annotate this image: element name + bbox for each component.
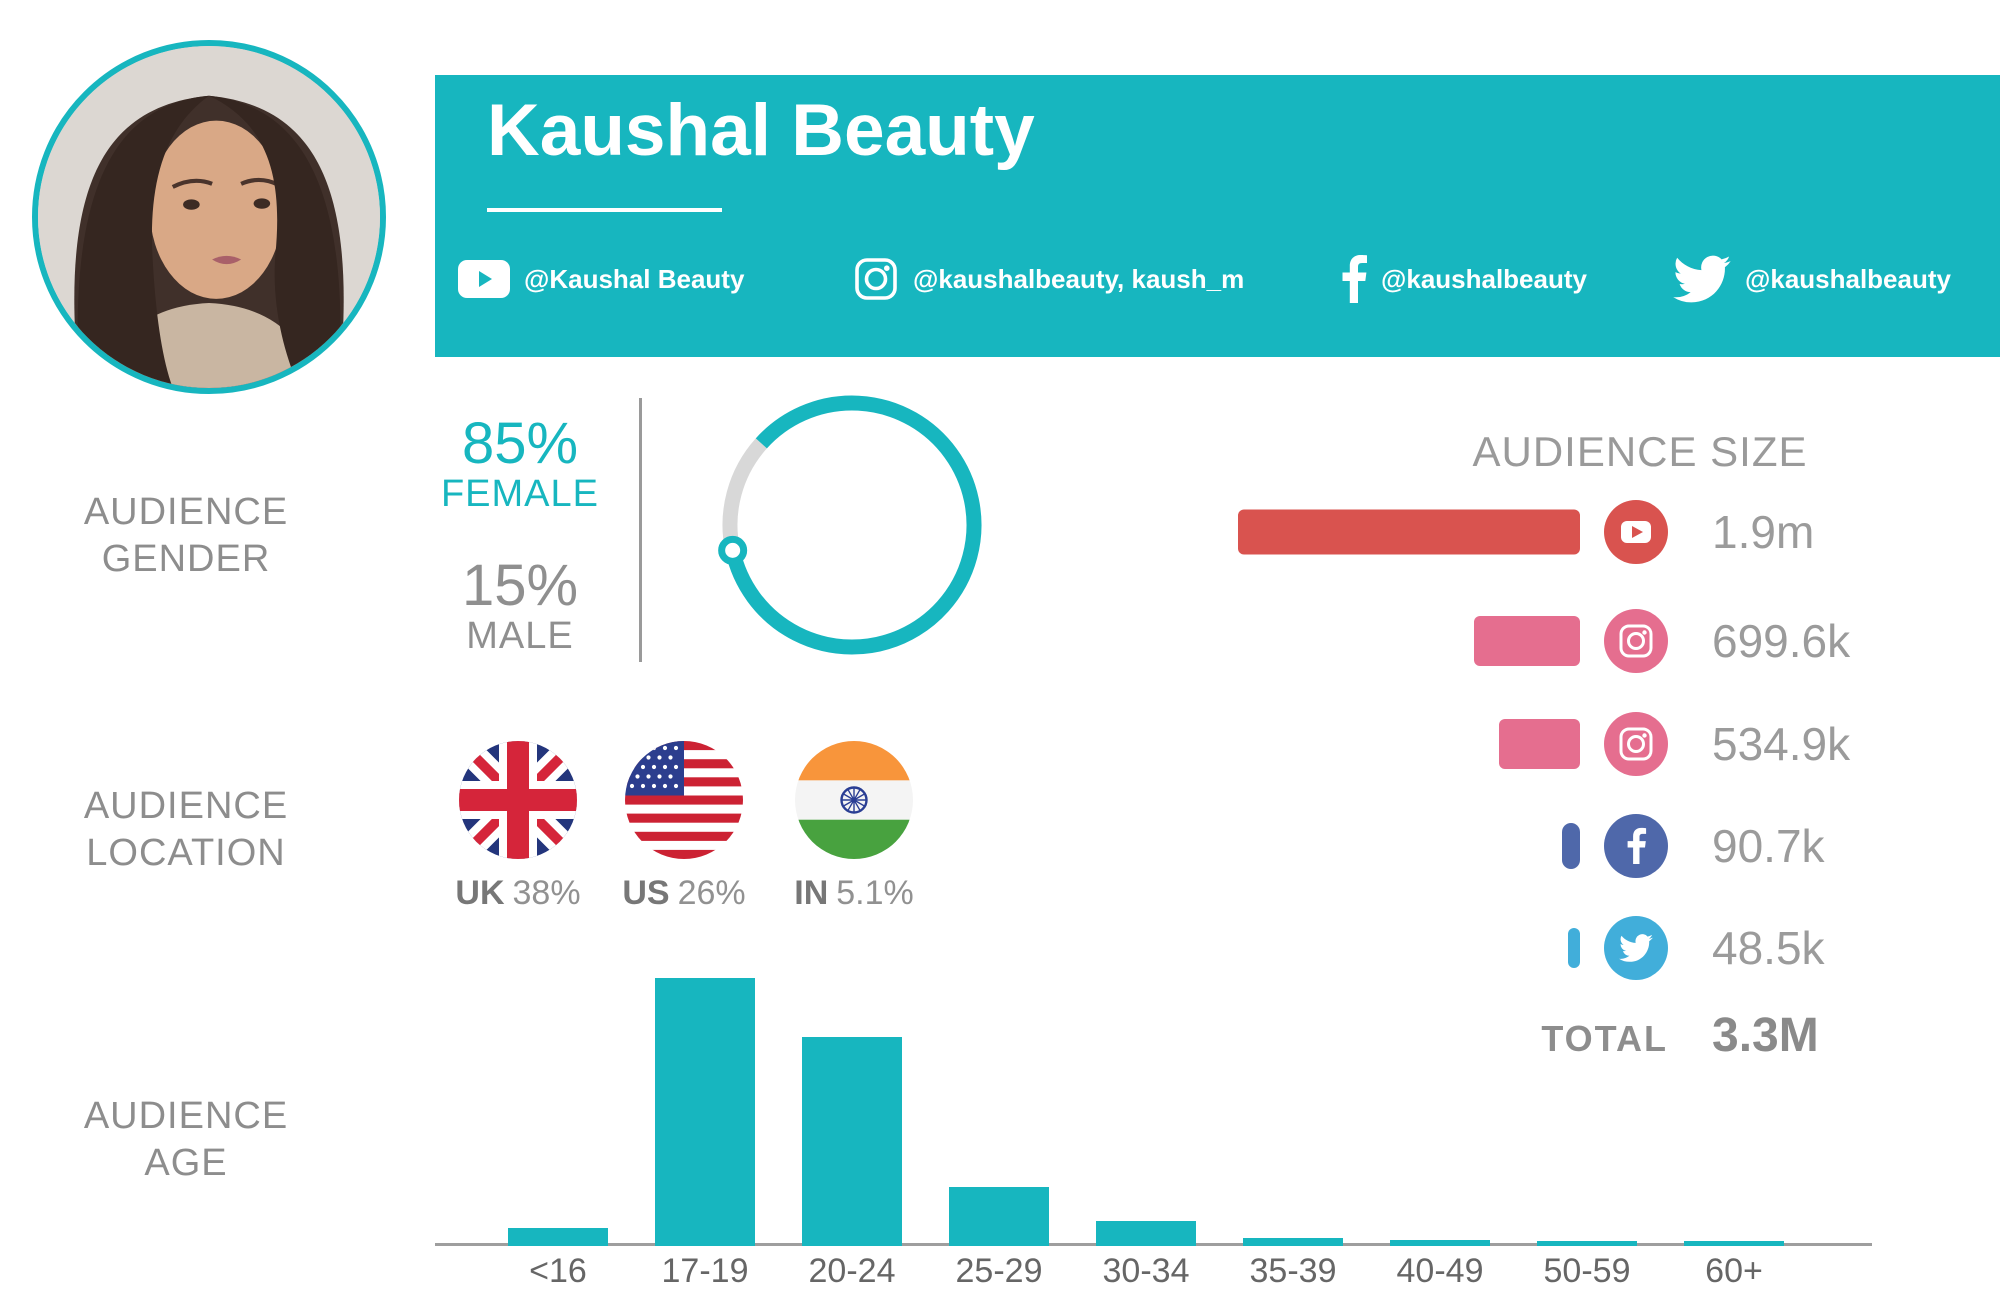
age-category-label: 25-29 [955,1252,1043,1290]
age-category-label: 40-49 [1396,1252,1484,1290]
instagram-bar-2 [1499,719,1580,769]
facebook-count: 90.7k [1712,820,1825,872]
location-uk-label: UK 38% [455,874,581,912]
twitter-handle: @kaushalbeauty [1745,263,1951,294]
youtube-icon [458,260,510,298]
facebook-bar [1562,823,1580,869]
location-in-label: IN 5.1% [794,874,914,912]
section-label-audience-gender: AUDIENCE GENDER [83,491,289,580]
instagram-circle-icon-2 [1604,712,1668,776]
age-category-label: 17-19 [661,1252,749,1290]
section-label-audience-location: AUDIENCE LOCATION [83,785,289,874]
audience-age-chart: <16 17-19 20-24 25-29 30-34 35-39 40-49 50-59 60… [435,940,1880,1295]
instagram-circle-icon [1604,609,1668,673]
audience-size-row-instagram-1: 699.6k [0,609,2000,673]
twitter-bar [1568,928,1580,968]
age-bar-<16 [508,1228,608,1246]
twitter-circle-icon [1604,916,1668,980]
us-flag-icon [625,741,743,859]
age-category-label: <16 [529,1252,587,1290]
donut-marker [718,535,748,565]
female-percentage: 85% [461,411,579,476]
audience-size-row-twitter: 48.5k [0,916,2000,980]
twitter-count: 48.5k [1712,922,1825,974]
age-category-label: 20-24 [808,1252,896,1290]
twitter-icon [1673,255,1731,303]
title-underline [487,208,722,212]
age-category-label: 60+ [1705,1252,1763,1290]
age-bar-50-59 [1537,1241,1637,1246]
instagram-icon [853,256,899,302]
age-bar-30-34 [1096,1221,1196,1246]
section-label-audience-age: AUDIENCE AGE [83,1095,289,1184]
uk-flag-icon [459,741,577,859]
facebook-handle: @kaushalbeauty [1381,263,1587,294]
location-us-label: US 26% [622,874,746,912]
age-bar-25-29 [949,1187,1049,1246]
instagram-bar-1 [1474,616,1580,666]
header-banner: Kaushal Beauty @Kaushal Beauty @kaushalb… [435,75,2000,357]
india-flag-icon [795,741,913,859]
age-bar-40-49 [1390,1240,1490,1246]
audience-size-row-facebook: 90.7k [0,814,2000,878]
facebook-circle-icon [1604,814,1668,878]
page-title: Kaushal Beauty [487,90,1035,171]
age-category-label: 35-39 [1249,1252,1337,1290]
instagram-handle: @kaushalbeauty, kaush_m [913,263,1245,294]
instagram-count-1: 699.6k [1712,615,1851,667]
age-bar-35-39 [1243,1238,1343,1246]
female-label: FEMALE [440,473,600,515]
instagram-count-2: 534.9k [1712,718,1851,770]
social-instagram: @kaushalbeauty, kaush_m [853,253,1244,305]
facebook-icon [1341,255,1367,303]
youtube-circle-icon [1604,500,1668,564]
profile-photo [32,40,386,394]
youtube-bar [1238,509,1580,555]
age-bar-17-19 [655,978,755,1246]
age-bar-20-24 [802,1037,902,1246]
male-label: MALE [466,615,574,657]
audience-size-row-youtube: 1.9m [0,500,2000,564]
social-youtube: @Kaushal Beauty [458,253,744,305]
gender-divider [639,398,642,662]
youtube-handle: @Kaushal Beauty [524,263,745,294]
age-bar-60+ [1684,1241,1784,1246]
male-percentage: 15% [461,553,579,618]
youtube-count: 1.9m [1712,506,1815,558]
social-twitter: @kaushalbeauty [1673,253,1951,305]
total-value: 3.3M [1712,1009,1819,1062]
social-facebook: @kaushalbeauty [1341,253,1587,305]
audience-size-title: AUDIENCE SIZE [1472,428,1808,475]
age-category-label: 30-34 [1102,1252,1190,1290]
total-label: TOTAL [1541,1018,1668,1059]
gender-stats: 85% FEMALE 15% MALE [398,411,642,657]
age-category-label: 50-59 [1543,1252,1631,1290]
audience-size-row-instagram-2: 534.9k [0,712,2000,776]
gender-donut-chart [718,395,982,655]
profile-photo-illustration [38,46,380,388]
